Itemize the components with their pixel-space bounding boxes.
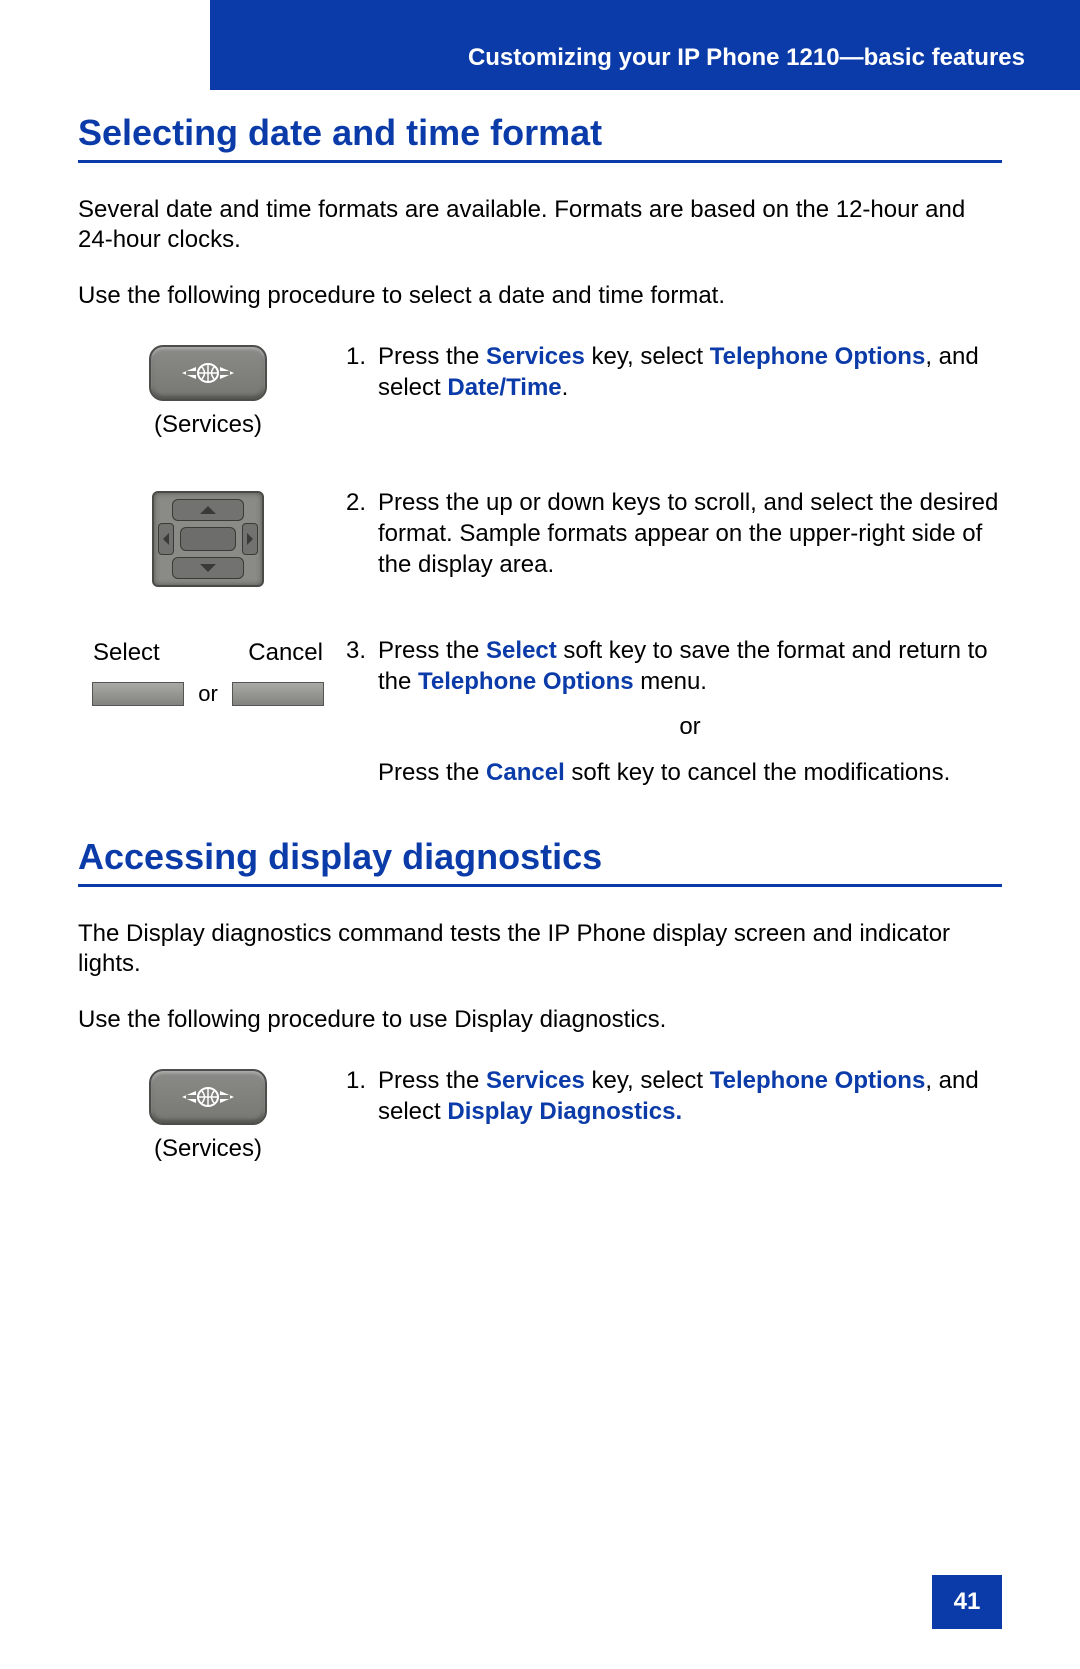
softkey-select-label: Select (93, 639, 160, 667)
step4-text: Press the Services key, select Telephone… (378, 1065, 1002, 1127)
page-number: 41 (932, 1575, 1002, 1629)
kw-tel-options-2: Telephone Options (418, 668, 634, 695)
section1-steps: (Services) 1. Press the Services key, se… (78, 341, 1002, 788)
step2-text: Press the up or down keys to scroll, and… (378, 487, 1002, 581)
step1-text: Press the Services key, select Telephone… (378, 341, 1002, 403)
kw-date-time: Date/Time (447, 374, 561, 401)
kw-select: Select (486, 637, 557, 664)
softkey-or: or (198, 681, 218, 707)
services-caption-2: (Services) (154, 1135, 262, 1163)
services-key-block: (Services) (78, 341, 338, 439)
section2-title: Accessing display diagnostics (78, 836, 1002, 887)
services-key-icon (149, 345, 267, 401)
softkey-cancel-icon (232, 682, 324, 706)
section2-steps: (Services) 1. Press the Services key, se… (78, 1065, 1002, 1163)
kw-services-2: Services (486, 1067, 585, 1094)
step2-number: 2. (338, 487, 378, 581)
step3-text: Press the Select soft key to save the fo… (378, 635, 1002, 788)
services-key-icon-2 (149, 1069, 267, 1125)
kw-cancel: Cancel (486, 759, 565, 786)
services-key-block-2: (Services) (78, 1065, 338, 1163)
kw-tel-options-3: Telephone Options (710, 1067, 926, 1094)
step3-or: or (378, 711, 1002, 742)
nav-pad-icon (152, 491, 264, 587)
navpad-block (78, 487, 338, 587)
section1-para2: Use the following procedure to select a … (78, 281, 1002, 311)
kw-services: Services (486, 343, 585, 370)
kw-display-diag: Display Diagnostics. (447, 1098, 682, 1125)
softkey-block: Select Cancel or (78, 635, 338, 707)
header-title: Customizing your IP Phone 1210—basic fea… (468, 44, 1025, 72)
step-4: (Services) 1. Press the Services key, se… (78, 1065, 1002, 1163)
section2-para2: Use the following procedure to use Displ… (78, 1005, 1002, 1035)
step4-number: 1. (338, 1065, 378, 1127)
section1-title: Selecting date and time format (78, 112, 1002, 163)
kw-telephone-options: Telephone Options (710, 343, 926, 370)
page-header: Customizing your IP Phone 1210—basic fea… (210, 0, 1080, 90)
services-caption: (Services) (154, 411, 262, 439)
page-content: Selecting date and time format Several d… (78, 112, 1002, 1211)
softkey-cancel-label: Cancel (248, 639, 323, 667)
step-2: 2. Press the up or down keys to scroll, … (78, 487, 1002, 587)
section1-para1: Several date and time formats are availa… (78, 195, 1002, 255)
softkey-select-icon (92, 682, 184, 706)
step3-number: 3. (338, 635, 378, 788)
step-1: (Services) 1. Press the Services key, se… (78, 341, 1002, 439)
step1-number: 1. (338, 341, 378, 403)
section2-para1: The Display diagnostics command tests th… (78, 919, 1002, 979)
step-3: Select Cancel or 3. Press the Select sof… (78, 635, 1002, 788)
